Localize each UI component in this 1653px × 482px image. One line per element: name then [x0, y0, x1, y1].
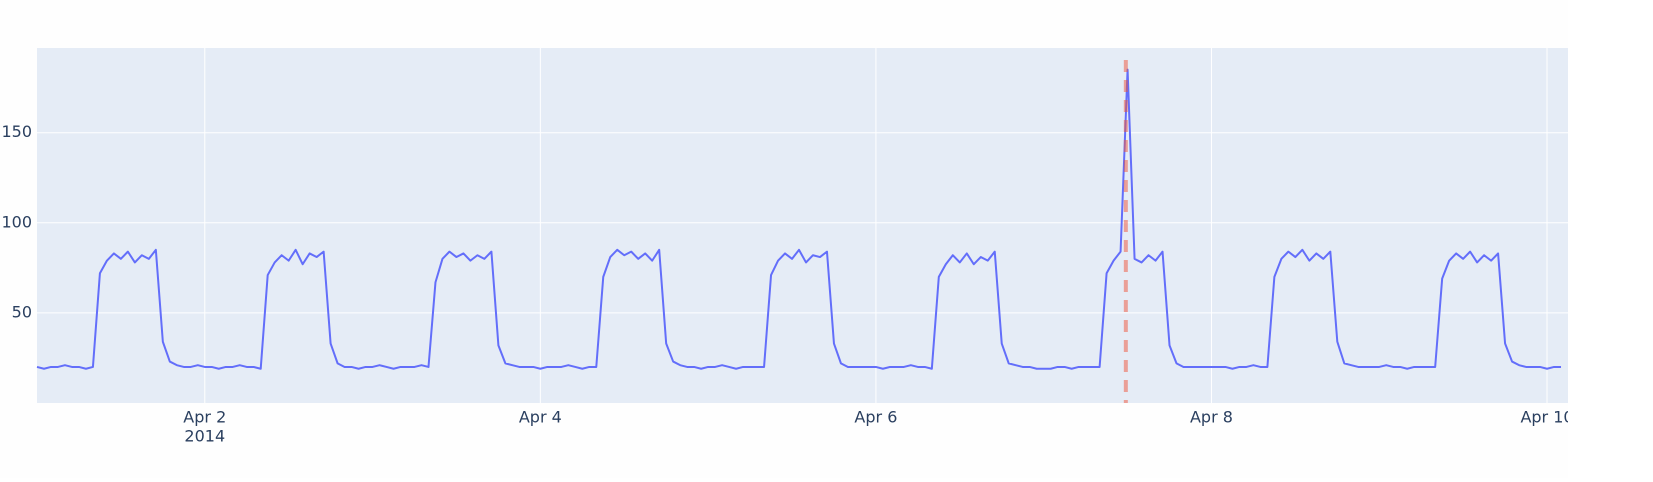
y-tick-label: 150 [1, 122, 32, 141]
y-tick-label: 100 [1, 212, 32, 231]
line-series [36, 68, 1562, 370]
x-tick-label: Apr 4 [519, 408, 562, 427]
x-tick-label: Apr 10 [1520, 408, 1568, 427]
x-tick-sublabel: 2014 [184, 427, 225, 446]
plot-area [37, 48, 1568, 403]
y-tick-label: 50 [12, 302, 32, 321]
x-tick-label: Apr 6 [854, 408, 897, 427]
x-tick-label: Apr 2 [183, 408, 226, 427]
x-tick-label: Apr 8 [1190, 408, 1233, 427]
